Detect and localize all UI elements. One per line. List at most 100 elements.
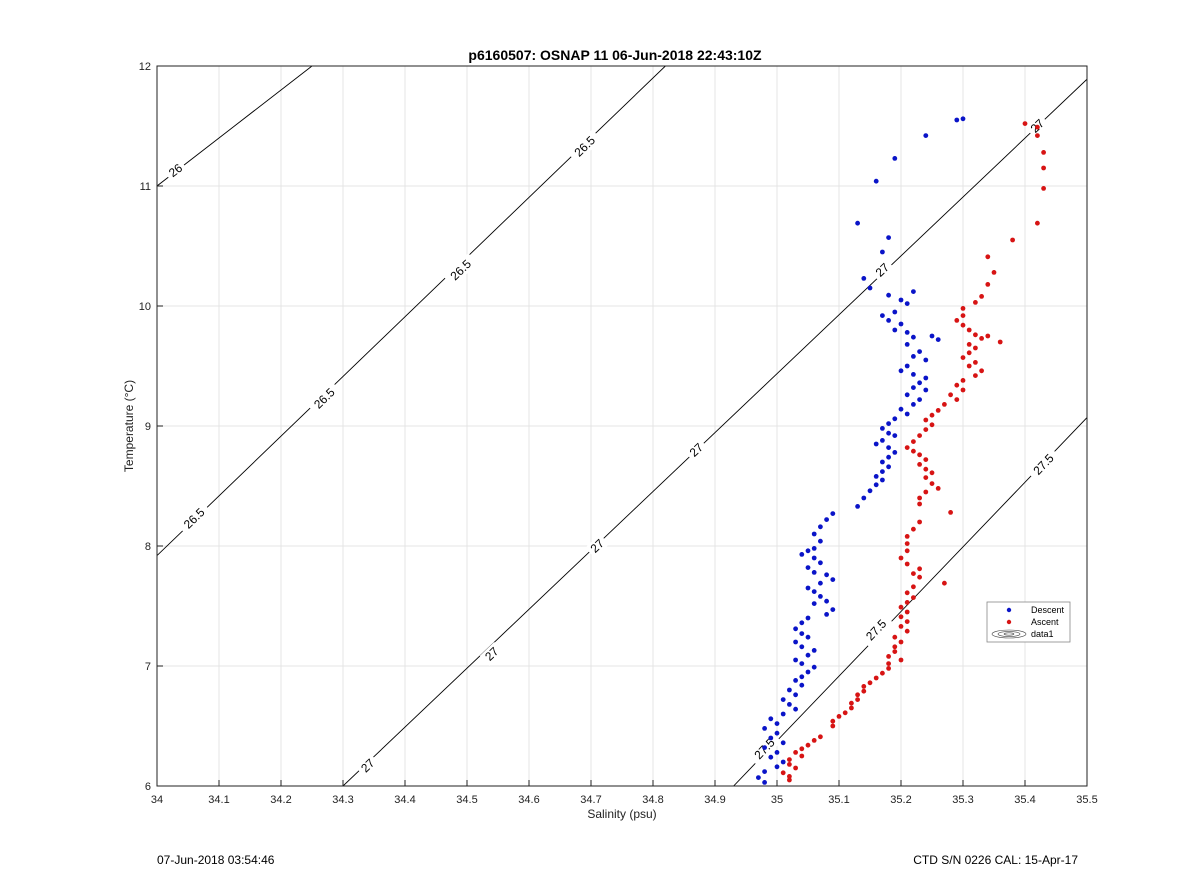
ascent-point <box>830 723 836 729</box>
ascent-point <box>929 422 935 428</box>
descent-point <box>811 555 817 561</box>
legend-marker-descent <box>1006 607 1012 613</box>
descent-point <box>799 631 805 636</box>
descent-point <box>811 589 817 594</box>
ascent-point <box>942 402 947 407</box>
ascent-point <box>855 692 860 698</box>
descent-point <box>904 411 910 417</box>
descent-point <box>886 318 891 323</box>
contour-label-bg <box>355 753 380 778</box>
ascent-point <box>923 457 929 462</box>
ascent-point <box>917 462 922 467</box>
ascent-point <box>973 360 978 365</box>
ascent-point <box>904 541 910 546</box>
ascent-point <box>960 387 966 393</box>
contour-icon <box>991 629 1027 639</box>
descent-point <box>780 740 786 746</box>
legend-label-data1: data1 <box>1031 629 1054 639</box>
descent-point <box>892 433 898 438</box>
ascent-point <box>904 600 910 605</box>
y-tick-label: 6 <box>145 781 151 793</box>
chart-title: p6160507: OSNAP 11 06-Jun-2018 22:43:10Z <box>468 47 762 63</box>
descent-point <box>774 730 780 736</box>
data-points <box>756 116 1046 785</box>
ascent-point <box>1035 124 1040 130</box>
descent-point <box>762 780 767 785</box>
ascent-point <box>911 571 916 576</box>
ascent-point <box>917 452 922 458</box>
descent-point <box>793 626 798 632</box>
y-tick-label: 12 <box>139 61 151 73</box>
ascent-point <box>929 470 935 476</box>
x-tick-label: 35.3 <box>952 794 973 806</box>
descent-point <box>867 285 873 291</box>
ascent-point <box>985 333 991 339</box>
descent-point <box>880 469 885 474</box>
descent-point <box>904 301 910 306</box>
ascent-point <box>799 753 805 759</box>
legend: Descent Ascent data1 <box>986 601 1071 643</box>
ascent-point <box>960 378 966 383</box>
descent-point <box>886 445 891 450</box>
ascent-point <box>923 427 929 432</box>
descent-point <box>811 570 817 575</box>
descent-point <box>867 488 873 494</box>
ascent-point <box>849 705 854 711</box>
ascent-point <box>911 526 916 532</box>
ascent-point <box>954 318 960 323</box>
ascent-point <box>966 363 972 369</box>
ascent-point <box>898 657 904 663</box>
descent-point <box>904 330 910 335</box>
contour-label-bg <box>870 258 895 282</box>
descent-point <box>805 565 811 570</box>
ascent-point <box>911 595 916 600</box>
y-tick-label: 10 <box>139 301 151 313</box>
ascent-point <box>923 466 929 472</box>
x-tick-label: 35.5 <box>1076 794 1097 806</box>
ascent-point <box>867 680 873 686</box>
x-tick-label: 34.1 <box>208 794 229 806</box>
y-tick-label: 8 <box>145 541 151 553</box>
descent-point <box>911 372 916 377</box>
descent-point <box>880 313 885 318</box>
descent-point <box>811 531 817 537</box>
ascent-point <box>892 634 898 640</box>
ascent-point <box>1041 150 1046 155</box>
descent-point <box>811 664 817 670</box>
descent-point <box>892 450 898 455</box>
ascent-point <box>917 519 922 525</box>
ascent-point <box>917 574 922 580</box>
ascent-point <box>880 670 885 676</box>
descent-point <box>799 674 805 680</box>
descent-point <box>898 368 904 374</box>
legend-marker-ascent <box>1006 619 1012 625</box>
descent-point <box>756 775 761 780</box>
contour-label-bg <box>585 534 610 558</box>
descent-point <box>880 477 885 483</box>
ascent-point <box>793 765 798 771</box>
descent-point <box>880 249 885 255</box>
y-axis: 6 7 8 9 10 11 12 <box>139 61 163 793</box>
descent-point <box>811 601 817 606</box>
ascent-point <box>960 313 966 318</box>
x-tick-label: 34.5 <box>456 794 477 806</box>
ascent-point <box>923 489 929 495</box>
ascent-point <box>985 282 991 287</box>
descent-point <box>793 692 798 698</box>
x-tick-label: 34.8 <box>642 794 663 806</box>
ascent-point <box>917 501 922 507</box>
descent-point <box>880 438 885 443</box>
contour-label-bg <box>307 381 342 416</box>
descent-point <box>892 416 898 422</box>
ascent-point <box>830 718 836 724</box>
ascent-point <box>948 392 953 398</box>
ascent-point <box>1022 121 1028 126</box>
descent-point <box>923 387 929 393</box>
descent-point <box>805 548 811 554</box>
ascent-point <box>917 495 922 501</box>
descent-point <box>824 572 829 578</box>
descent-point <box>787 702 792 707</box>
contour-label-bg <box>443 253 478 287</box>
descent-point <box>873 474 879 479</box>
